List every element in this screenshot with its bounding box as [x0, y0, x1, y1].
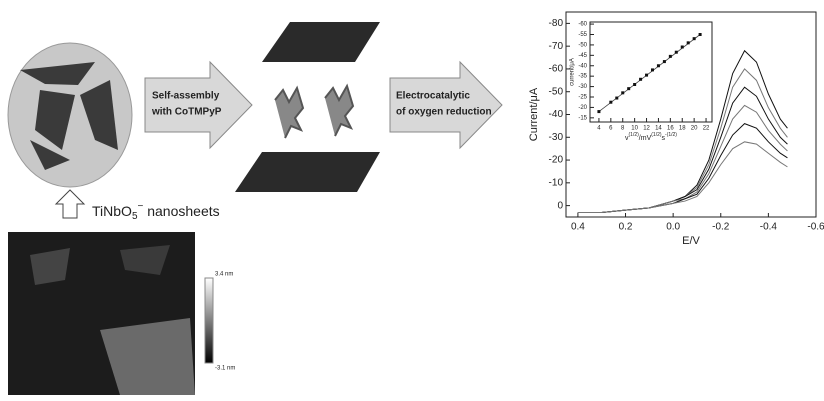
point [669, 55, 672, 58]
y-tick-label: -70 [549, 41, 564, 52]
formula-text: nanosheets [143, 203, 219, 219]
point [633, 83, 636, 86]
y-tick-label: -80 [549, 18, 564, 29]
y-tick-label: -10 [549, 177, 564, 188]
y-axis-label: current/μA [570, 58, 576, 86]
x-tick-label: -0.4 [760, 222, 778, 233]
y-axis-label: Current/μA [528, 87, 540, 141]
y-tick-label: -25 [578, 95, 587, 101]
y-tick-label: -40 [578, 63, 587, 69]
x-label-part: -(1/2) [665, 132, 677, 138]
page: Self-assembly with CoTMPyP Electrocataly… [0, 0, 824, 401]
layer [235, 152, 380, 192]
x-tick-label: 20 [691, 126, 698, 132]
x-tick-label: 12 [643, 126, 650, 132]
up-arrow [56, 190, 84, 218]
point [663, 60, 666, 63]
x-label-part: /mV [639, 135, 652, 142]
point [681, 46, 684, 49]
y-tick-label: -45 [578, 53, 587, 59]
y-tick-label: -30 [549, 132, 564, 143]
y-tick-label: -35 [578, 74, 587, 80]
x-tick-label: 10 [631, 126, 638, 132]
point [609, 101, 612, 104]
y-tick-label: 0 [557, 200, 563, 211]
y-tick-label: -20 [549, 155, 564, 166]
x-tick-label: 14 [655, 126, 662, 132]
colorbar [205, 278, 213, 363]
arrow-label: with CoTMPyP [151, 107, 222, 118]
arrow-label: Self-assembly [152, 91, 220, 102]
point [699, 33, 702, 36]
arrow-label: Electrocatalytic [396, 91, 470, 102]
y-tick-label: -50 [578, 42, 587, 48]
y-tick-label: -50 [549, 86, 564, 97]
point [627, 87, 630, 90]
x-tick-label: 18 [679, 126, 686, 132]
x-axis-label: E/V [682, 235, 700, 247]
y-tick-label: -20 [578, 105, 587, 111]
figure: Self-assembly with CoTMPyP Electrocataly… [0, 0, 824, 401]
y-tick-label: -30 [578, 84, 587, 90]
point [615, 97, 618, 100]
x-tick-label: -0.6 [807, 222, 824, 233]
x-tick-label: 0.0 [666, 222, 680, 233]
point [597, 110, 600, 113]
y-tick-label: -40 [549, 109, 564, 120]
molecules [275, 86, 353, 138]
formula-sub: 5 [132, 211, 138, 222]
point [675, 51, 678, 54]
arrow [390, 62, 502, 148]
y-tick-label: -55 [578, 32, 587, 38]
x-label-part: (1/2) [651, 132, 662, 138]
point [645, 74, 648, 77]
point [657, 64, 660, 67]
sheet-label: TiNbO5− nanosheets [92, 201, 220, 222]
point [651, 68, 654, 71]
y-tick-label: -15 [578, 115, 587, 121]
point [639, 78, 642, 81]
x-label-part: (1/2) [629, 132, 640, 138]
y-tick-label: -60 [549, 64, 564, 75]
x-tick-label: 22 [703, 126, 710, 132]
y-tick-label: -60 [578, 22, 587, 28]
arrow-label: of oxygen reduction [396, 107, 492, 118]
colorbar-label: -3.1 nm [215, 366, 235, 372]
x-tick-label: 16 [667, 126, 674, 132]
x-tick-label: 0.4 [571, 222, 585, 233]
layer [262, 22, 380, 62]
point [687, 41, 690, 44]
point [693, 37, 696, 40]
formula: TiNbO [92, 203, 132, 219]
arrow [145, 62, 252, 148]
colorbar-label: 3.4 nm [215, 272, 233, 278]
point [621, 91, 624, 94]
x-tick-label: -0.2 [712, 222, 730, 233]
x-tick-label: 0.2 [619, 222, 633, 233]
